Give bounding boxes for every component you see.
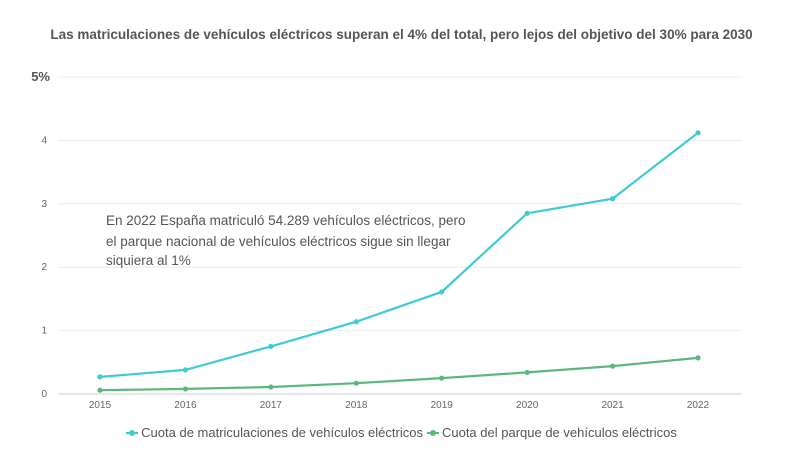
data-point xyxy=(695,355,701,361)
data-point xyxy=(268,384,274,390)
data-point xyxy=(609,363,616,369)
data-point xyxy=(439,375,445,381)
x-tick-label: 2019 xyxy=(431,400,454,411)
x-tick-label: 2015 xyxy=(89,400,112,411)
data-point xyxy=(97,387,103,393)
y-tick-label: 2 xyxy=(41,262,47,273)
annotation-line-3: siquiera al 1% xyxy=(106,253,191,268)
data-point xyxy=(439,289,445,295)
legend-item-2[interactable]: Cuota del parque de vehículos eléctricos xyxy=(426,425,677,440)
y-tick-label: 1 xyxy=(41,326,47,337)
data-point xyxy=(268,343,274,350)
legend-label: Cuota del parque de vehículos eléctricos xyxy=(441,425,677,440)
data-point xyxy=(524,210,530,216)
legend-label: Cuota de matriculaciones de vehículos el… xyxy=(141,425,423,440)
x-tick-label: 2022 xyxy=(687,400,710,411)
x-tick-label: 2020 xyxy=(516,400,539,411)
x-tick-label: 2016 xyxy=(174,400,197,411)
data-point xyxy=(353,380,359,386)
y-tick-label: 4 xyxy=(41,135,47,146)
y-tick-label: 3 xyxy=(41,199,47,210)
data-point xyxy=(97,374,103,380)
x-axis: 2015 2016 2017 2018 2019 2020 2021 2022 xyxy=(89,400,710,411)
legend-marker-icon xyxy=(426,429,439,436)
x-tick-label: 2017 xyxy=(260,400,283,411)
x-tick-label: 2018 xyxy=(345,400,368,411)
data-point xyxy=(353,319,359,325)
data-point xyxy=(182,386,189,392)
data-point xyxy=(609,196,616,202)
series-lines xyxy=(99,131,699,392)
y-tick-label: 5% xyxy=(31,69,50,84)
y-axis: 0 1 2 3 4 5% xyxy=(31,69,50,400)
annotation-line-1: En 2022 España matriculó 54.289 vehículo… xyxy=(106,213,465,228)
legend-marker-icon xyxy=(126,429,139,436)
legend: Cuota de matriculaciones de vehículos el… xyxy=(0,425,803,440)
x-tick-label: 2021 xyxy=(601,400,624,411)
data-point xyxy=(182,367,189,373)
chart-title: Las matriculaciones de vehículos eléctri… xyxy=(50,27,753,42)
series-line-2 xyxy=(99,356,699,392)
series-line-1 xyxy=(99,131,699,378)
grid xyxy=(58,76,742,395)
legend-item-1[interactable]: Cuota de matriculaciones de vehículos el… xyxy=(126,425,423,440)
annotation-line-2: el parque nacional de vehículos eléctric… xyxy=(106,234,451,249)
data-point xyxy=(524,369,530,376)
y-tick-label: 0 xyxy=(41,389,47,400)
series-points xyxy=(97,130,701,393)
data-point xyxy=(695,130,701,136)
